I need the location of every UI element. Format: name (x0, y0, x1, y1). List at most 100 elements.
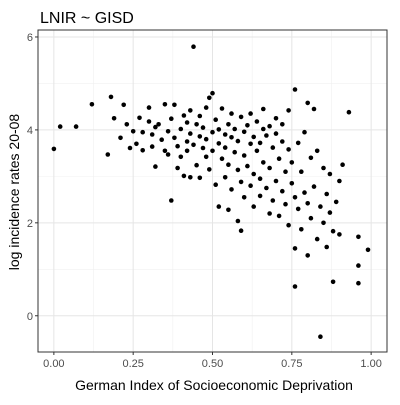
data-point (194, 162, 199, 168)
data-point (280, 139, 285, 144)
data-point (356, 263, 361, 268)
y-tick-label: 6 (27, 32, 33, 44)
data-point (127, 145, 133, 151)
data-point (149, 132, 155, 137)
data-point (226, 162, 231, 167)
data-point (273, 131, 279, 136)
data-point (238, 179, 244, 185)
data-point (207, 167, 212, 172)
data-point (203, 154, 209, 160)
chart-title: LNIR ~ GISD (40, 10, 134, 27)
data-point (267, 211, 272, 216)
data-point (330, 228, 336, 234)
data-points (51, 44, 371, 340)
data-point (241, 129, 247, 135)
data-point (302, 129, 307, 135)
data-point (327, 171, 333, 177)
data-point (89, 102, 95, 107)
data-point (162, 102, 168, 107)
data-point (210, 129, 215, 135)
data-point (73, 124, 79, 129)
data-point (289, 160, 295, 165)
grid-lines (38, 30, 387, 352)
data-point (283, 169, 288, 174)
data-point (270, 145, 276, 150)
data-point (305, 201, 311, 206)
data-point (229, 135, 234, 140)
data-point (216, 141, 222, 146)
data-point (121, 102, 126, 108)
data-point (276, 156, 282, 161)
data-point (292, 195, 298, 200)
data-point (210, 148, 215, 154)
data-point (238, 114, 244, 120)
data-point (241, 153, 247, 158)
data-point (340, 162, 345, 167)
data-point (311, 106, 317, 112)
data-point (188, 131, 193, 136)
data-point (232, 149, 237, 155)
data-point (200, 145, 206, 151)
data-point (305, 253, 311, 258)
data-point (257, 140, 263, 146)
data-point (254, 148, 260, 154)
data-point (188, 175, 193, 180)
data-point (238, 228, 244, 233)
x-tick-label: 1.00 (360, 358, 381, 370)
data-point (216, 204, 222, 209)
data-point (111, 116, 117, 121)
data-point (318, 204, 323, 209)
data-point (213, 117, 218, 122)
data-point (286, 222, 291, 228)
data-point (280, 122, 285, 127)
data-point (248, 183, 253, 188)
data-point (175, 165, 180, 171)
data-point (105, 152, 111, 157)
data-point (191, 142, 196, 148)
data-point (200, 125, 206, 130)
data-point (330, 279, 336, 285)
data-point (226, 207, 231, 213)
x-tick-label: 0.00 (43, 358, 64, 370)
data-point (257, 193, 263, 199)
data-point (321, 165, 326, 171)
data-point (162, 148, 168, 154)
data-point (184, 148, 190, 154)
data-point (184, 120, 190, 125)
data-point (178, 126, 184, 132)
data-point (137, 115, 142, 121)
data-point (194, 122, 199, 127)
y-tick-label: 2 (27, 218, 33, 230)
data-point (356, 280, 361, 286)
y-tick-label: 0 (27, 311, 33, 323)
data-point (165, 129, 171, 134)
data-point (57, 124, 63, 129)
data-point (273, 116, 279, 121)
data-point (169, 116, 174, 121)
data-point (130, 129, 136, 134)
data-point (356, 234, 361, 240)
data-point (118, 135, 123, 141)
data-point (337, 232, 342, 237)
data-point (299, 169, 304, 174)
data-point (229, 111, 234, 116)
data-point (213, 182, 218, 187)
data-point (261, 160, 266, 165)
data-point (286, 147, 291, 152)
data-point (311, 184, 317, 189)
data-point (181, 173, 187, 179)
data-point (219, 106, 225, 111)
data-point (153, 124, 158, 130)
data-point (203, 105, 209, 110)
data-point (248, 141, 253, 147)
data-point (318, 334, 323, 340)
x-axis-label: German Index of Socioeconomic Deprivatio… (75, 377, 353, 393)
data-point (156, 122, 161, 127)
data-point (337, 178, 342, 184)
data-point (314, 236, 320, 242)
data-point (264, 133, 269, 138)
x-tick-label: 0.25 (122, 358, 143, 370)
data-point (175, 143, 180, 149)
